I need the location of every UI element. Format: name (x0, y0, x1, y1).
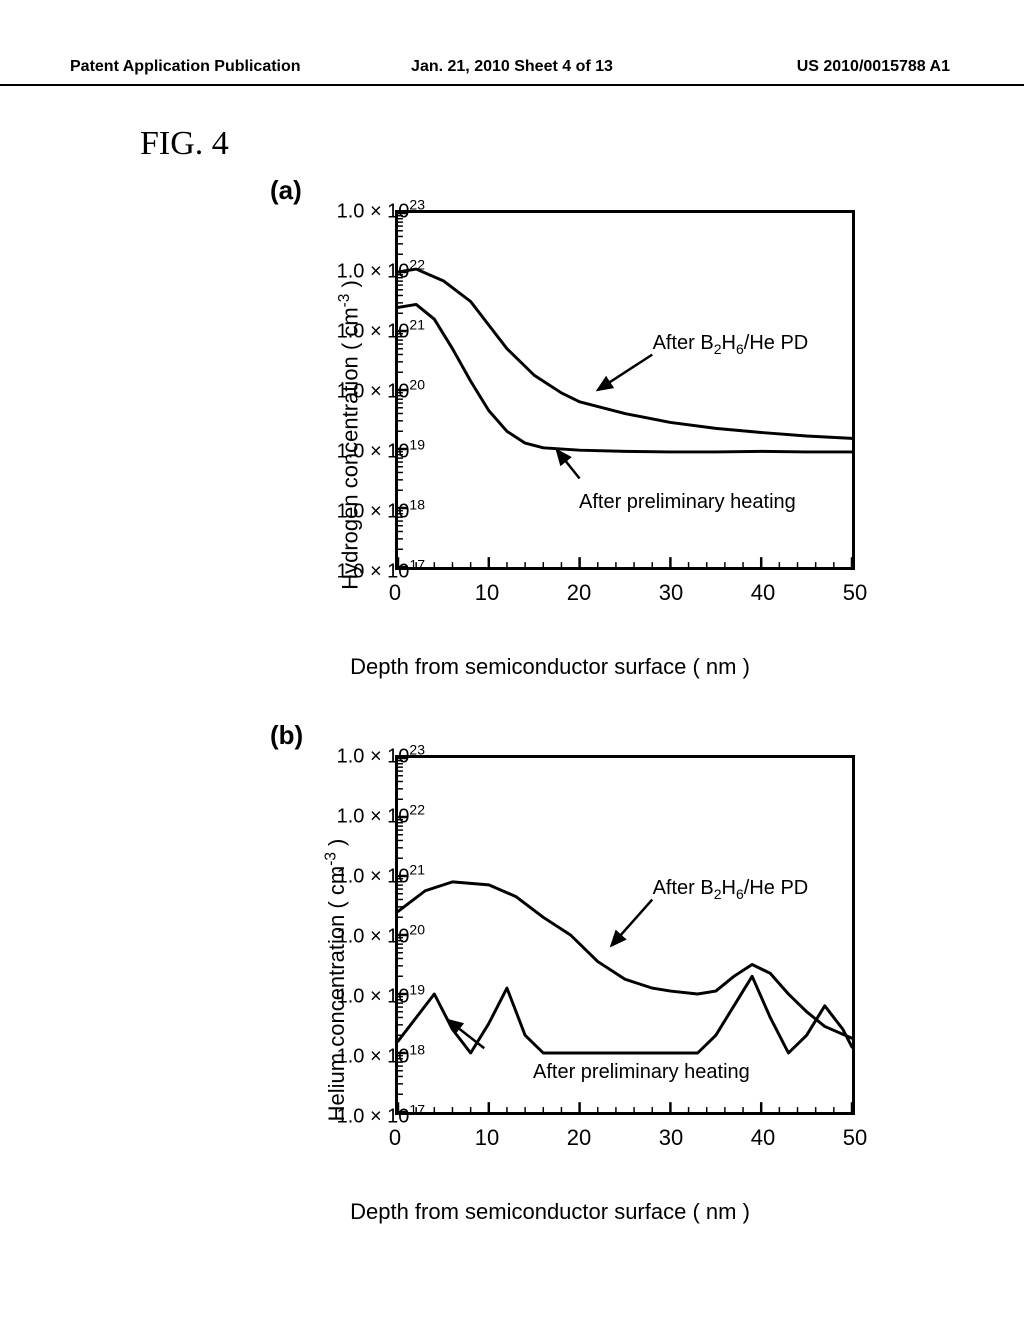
y-tick-label: 1.0 × 1023 (337, 197, 425, 224)
x-tick-label: 10 (475, 1125, 499, 1151)
chart-b-svg (398, 758, 852, 1112)
chart-b: Helium concentration ( cm-3 ) Depth from… (200, 745, 900, 1215)
y-tick-label: 1.0 × 1018 (337, 497, 425, 524)
annotation-arrow (598, 355, 652, 390)
page-header: Patent Application Publication Jan. 21, … (0, 58, 1024, 86)
x-tick-label: 0 (389, 580, 401, 606)
y-tick-label: 1.0 × 1021 (337, 317, 425, 344)
annotation-arrow (611, 900, 652, 946)
chart-annotation: After preliminary heating (533, 1061, 750, 1084)
y-tick-label: 1.0 × 1017 (337, 557, 425, 584)
y-tick-label: 1.0 × 1019 (337, 982, 425, 1009)
x-tick-label: 30 (659, 580, 683, 606)
plot-area-a (395, 210, 855, 570)
chart-annotation: After B2H6/He PD (653, 877, 809, 902)
y-tick-label: 1.0 × 1020 (337, 922, 425, 949)
x-tick-label: 50 (843, 580, 867, 606)
chart-a-svg (398, 213, 852, 567)
x-tick-label: 50 (843, 1125, 867, 1151)
x-tick-label: 40 (751, 580, 775, 606)
x-tick-label: 20 (567, 1125, 591, 1151)
chart-annotation: After B2H6/He PD (653, 332, 809, 357)
chart-a: Hydrogen concentration ( cm-3 ) Depth fr… (200, 200, 900, 670)
x-tick-label: 30 (659, 1125, 683, 1151)
y-tick-label: 1.0 × 1023 (337, 742, 425, 769)
y-tick-label: 1.0 × 1017 (337, 1102, 425, 1129)
y-tick-label: 1.0 × 1021 (337, 862, 425, 889)
annotation-arrow (448, 1020, 484, 1048)
y-tick-label: 1.0 × 1022 (337, 802, 425, 829)
series-after_pd (398, 882, 852, 1038)
x-tick-label: 0 (389, 1125, 401, 1151)
y-tick-label: 1.0 × 1022 (337, 257, 425, 284)
x-axis-label-a: Depth from semiconductor surface ( nm ) (200, 654, 900, 680)
y-tick-label: 1.0 × 1020 (337, 377, 425, 404)
figure-label: FIG. 4 (140, 125, 229, 163)
x-tick-label: 10 (475, 580, 499, 606)
x-axis-label-b: Depth from semiconductor surface ( nm ) (200, 1199, 900, 1225)
x-tick-label: 20 (567, 580, 591, 606)
x-tick-label: 40 (751, 1125, 775, 1151)
header-right: US 2010/0015788 A1 (797, 58, 950, 76)
series-after_preliminary_heating (398, 304, 852, 452)
chart-annotation: After preliminary heating (579, 491, 796, 514)
y-tick-label: 1.0 × 1019 (337, 437, 425, 464)
y-tick-label: 1.0 × 1018 (337, 1042, 425, 1069)
annotation-arrow (557, 450, 580, 478)
